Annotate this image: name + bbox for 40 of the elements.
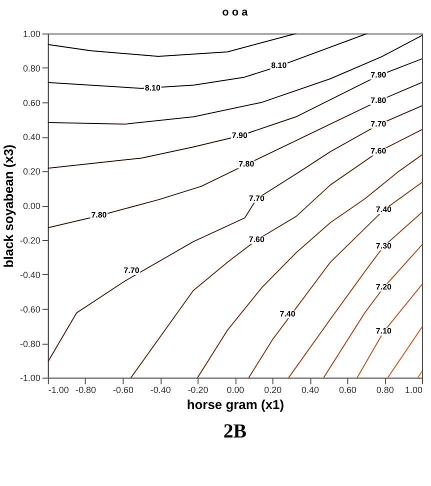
- y-tick-label: -0.80: [20, 338, 40, 349]
- text: 2B: [223, 420, 247, 443]
- chart-title: o o a: [222, 6, 249, 19]
- x-tick-label: 0.60: [338, 385, 356, 396]
- y-tick-label: -0.20: [20, 236, 40, 246]
- x-tick-label: -0.60: [112, 385, 134, 396]
- annotation: 7.80: [370, 96, 387, 105]
- line-series: [48, 82, 422, 228]
- line-series: [197, 154, 422, 378]
- line-series: [48, 34, 422, 125]
- x-tick-label: 0.00: [226, 385, 244, 396]
- x-tick-label: -0.80: [76, 385, 96, 396]
- x-tick-label: -1.00: [48, 385, 69, 396]
- y-tick-label: 0.00: [22, 201, 40, 212]
- line-series: [248, 182, 422, 378]
- x-tick-label: -0.20: [188, 385, 208, 396]
- y-tick-label: 1.00: [22, 28, 40, 39]
- line-series: [323, 244, 422, 378]
- y-tick-label: -0.60: [20, 304, 40, 314]
- y-tick-label: -0.40: [20, 270, 40, 280]
- annotation: 7.40: [280, 309, 296, 318]
- x-tick-label: 0.80: [376, 385, 394, 396]
- y-tick-label: 0.80: [22, 63, 40, 74]
- line-series: [48, 33, 368, 89]
- line-series: [48, 58, 422, 169]
- x-tick-label: 0.20: [264, 385, 282, 396]
- annotation: 7.70: [124, 266, 140, 275]
- x-tick-label: -0.40: [150, 385, 171, 396]
- y-tick-label: -1.00: [20, 373, 40, 384]
- x-tick-label: 1.00: [405, 385, 423, 396]
- y-tick-label: 0.40: [22, 132, 40, 142]
- line-series: [48, 105, 422, 362]
- annotation: 8.10: [144, 84, 161, 93]
- x-tick-label: 0.40: [302, 385, 320, 396]
- x-axis-title: horse gram (x1): [186, 397, 284, 412]
- y-tick-label: 0.60: [22, 98, 40, 108]
- annotation: 7.80: [238, 159, 255, 168]
- line-series: [48, 33, 297, 57]
- y-tick-label: 0.20: [22, 166, 40, 177]
- y-axis-title: black soyabean (x3): [0, 144, 16, 268]
